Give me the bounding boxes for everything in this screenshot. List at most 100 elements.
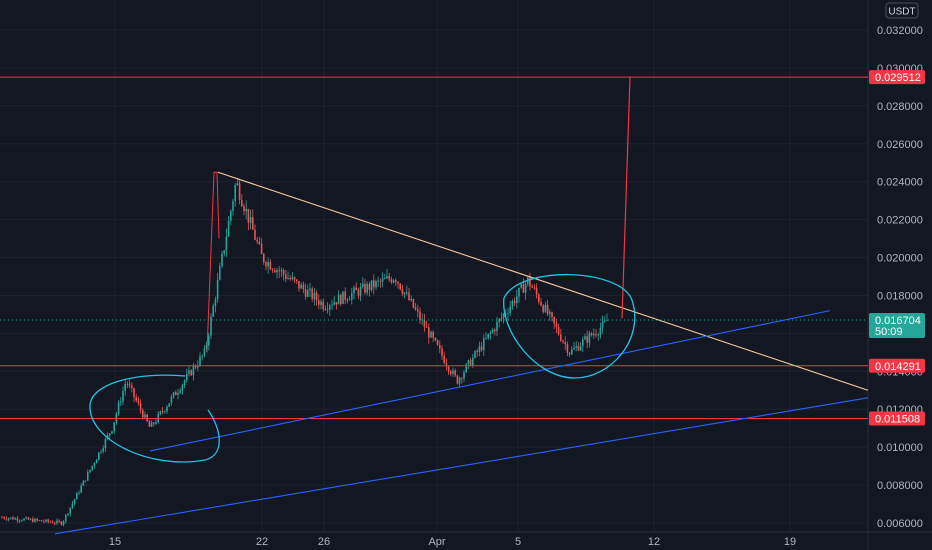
candle-body	[135, 397, 137, 401]
candle-body	[467, 360, 470, 365]
candle-body	[421, 319, 423, 321]
candle-body	[498, 318, 500, 322]
candle-body	[109, 433, 111, 436]
candle-body	[513, 300, 516, 304]
current-price-text: 0.016704	[875, 315, 921, 327]
price-tick-label: 0.032000	[877, 25, 923, 37]
price-tick-label: 0.008000	[877, 480, 923, 492]
candle-body	[579, 346, 582, 351]
candle-body	[542, 305, 544, 312]
candle-body	[164, 411, 166, 412]
candle-body	[469, 360, 472, 366]
candle-body	[124, 383, 126, 391]
candle-body	[571, 349, 573, 355]
candle-body	[304, 289, 307, 297]
candle-body	[535, 288, 538, 295]
breakout-spike-line	[206, 171, 220, 353]
candle-body	[575, 346, 577, 348]
candle-body	[329, 305, 331, 310]
candle-body	[390, 279, 393, 283]
price-tick-label: 0.006000	[877, 518, 923, 530]
candle-body	[32, 518, 34, 522]
candle-body	[256, 239, 258, 242]
candle-body	[474, 351, 476, 358]
candle-body	[346, 299, 349, 301]
candle-body	[49, 521, 52, 523]
candle-body	[212, 305, 214, 317]
drawings-group	[0, 76, 869, 535]
candle-body	[227, 220, 230, 237]
candle-body	[311, 288, 313, 300]
candle-body	[40, 520, 43, 522]
time-tick-label: 22	[256, 536, 268, 548]
candle-body	[518, 287, 520, 297]
long-support-trendline	[54, 397, 869, 535]
candle-body	[38, 520, 41, 522]
candle-body	[531, 286, 533, 288]
candle-body	[51, 522, 54, 524]
candle-body	[335, 302, 338, 305]
candle-body	[34, 518, 36, 522]
candle-body	[368, 284, 371, 290]
candle-body	[18, 520, 21, 522]
time-axis[interactable]: 15 22 26 Apr 5 12 19	[109, 536, 796, 548]
candle-body	[403, 292, 406, 294]
candle-body	[210, 316, 212, 336]
candle-body	[148, 421, 151, 427]
candle-body	[430, 331, 432, 338]
candle-body	[337, 294, 340, 305]
candle-body	[549, 312, 551, 315]
candle-body	[456, 375, 459, 384]
candle-body	[21, 520, 23, 522]
candle-body	[80, 485, 82, 493]
candle-body	[137, 400, 140, 404]
candle-body	[27, 517, 30, 520]
price-tick-label: 0.026000	[877, 139, 923, 151]
candle-body	[82, 480, 85, 486]
candle-body	[375, 280, 377, 288]
currency-label[interactable]: USDT	[885, 2, 919, 19]
candle-body	[480, 346, 483, 351]
candle-body	[95, 459, 98, 464]
candle-body	[441, 348, 443, 356]
candle-body	[25, 517, 27, 519]
price-tick-label: 0.010000	[877, 442, 923, 454]
candle-body	[179, 390, 181, 393]
candle-body	[465, 364, 467, 373]
candle-body	[593, 333, 595, 336]
candle-body	[43, 521, 45, 523]
candle-body	[113, 422, 115, 432]
time-tick-label: 5	[515, 536, 521, 548]
candle-body	[423, 319, 426, 328]
candle-body	[16, 518, 19, 521]
candle-body	[78, 492, 80, 494]
candle-body	[606, 320, 608, 321]
candle-body	[412, 298, 415, 308]
candle-body	[353, 287, 355, 294]
countdown-text: 50:09	[875, 326, 903, 338]
candle-body	[362, 283, 364, 288]
candle-body	[410, 298, 412, 301]
candle-body	[359, 287, 362, 296]
candle-body	[388, 276, 390, 280]
candle-body	[153, 422, 155, 424]
candle-body	[3, 517, 5, 519]
candle-body	[93, 463, 96, 466]
candle-body	[221, 253, 223, 267]
candle-body	[507, 313, 509, 315]
candle-body	[590, 333, 593, 336]
candle-body	[302, 284, 305, 290]
candle-body	[447, 366, 450, 372]
candle-body	[313, 292, 316, 300]
candle-body	[406, 292, 408, 294]
candle-body	[71, 503, 74, 508]
candle-body	[274, 270, 276, 273]
candle-body	[476, 351, 478, 353]
support-mid-badge-bg	[869, 358, 925, 373]
candle-body	[577, 346, 580, 351]
candle-body	[285, 274, 287, 279]
candle-body	[249, 217, 252, 223]
